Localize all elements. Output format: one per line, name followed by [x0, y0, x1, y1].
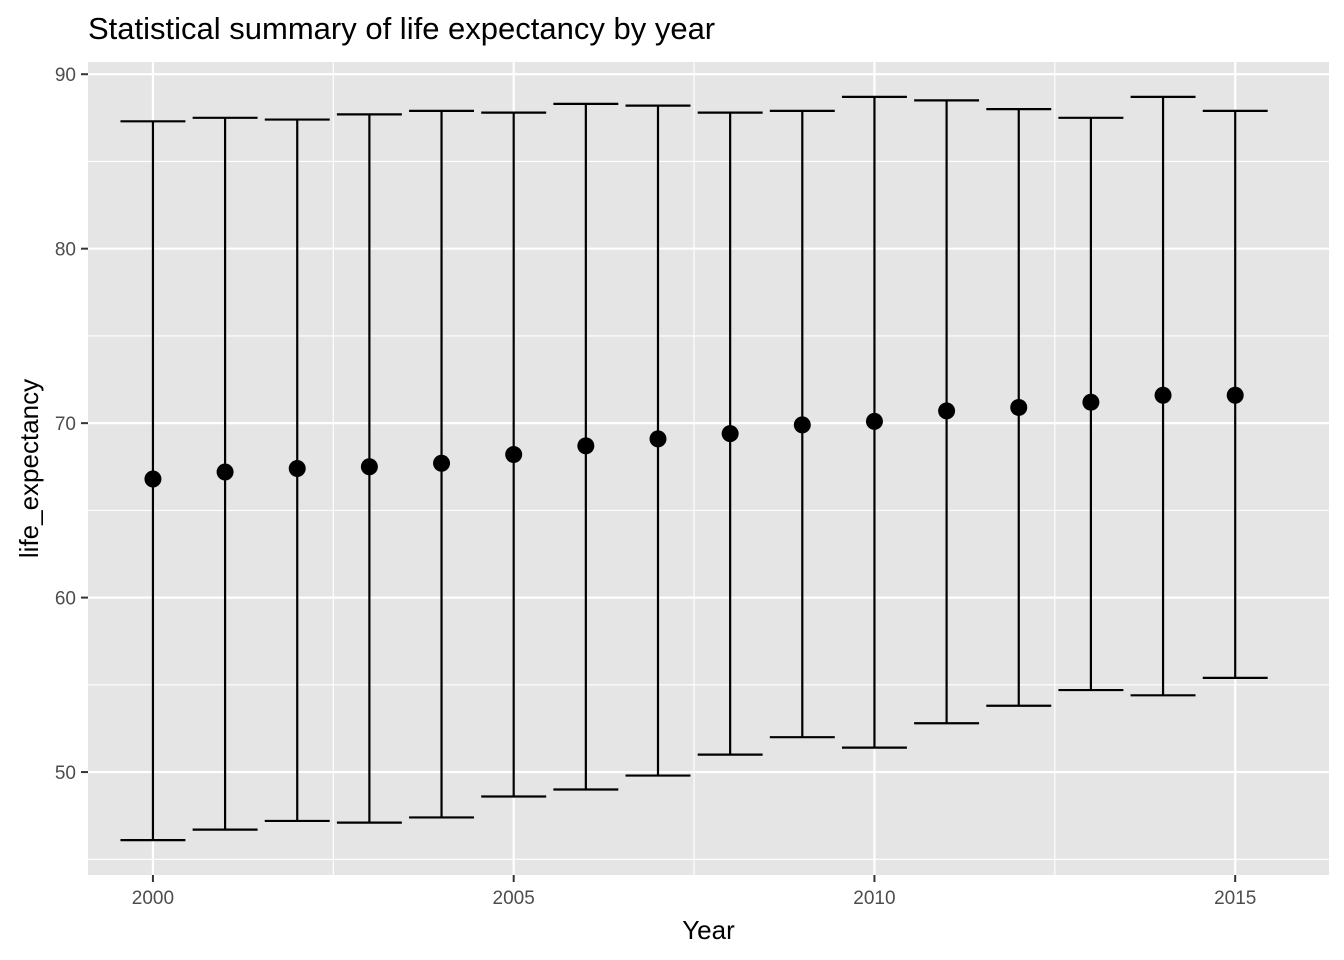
- y-tick-label: 60: [55, 589, 76, 610]
- mean-point: [577, 437, 595, 455]
- mean-point: [938, 402, 956, 420]
- mean-point: [288, 460, 306, 477]
- mean-point: [360, 458, 378, 476]
- mean-point: [649, 430, 667, 448]
- y-axis: 50 60 70 80 90: [55, 65, 88, 784]
- x-axis: 2000 2005 2010 2015: [132, 875, 1256, 909]
- mean-points: [144, 386, 1244, 488]
- grid-minor: [88, 62, 1329, 875]
- chart-title: Statistical summary of life expectancy b…: [88, 11, 715, 46]
- mean-point: [1154, 386, 1172, 404]
- mean-point: [721, 425, 739, 443]
- y-tick-label: 70: [55, 414, 76, 435]
- mean-point: [1226, 386, 1244, 404]
- mean-point: [216, 463, 234, 481]
- mean-point: [1010, 398, 1028, 416]
- x-tick-label: 2015: [1214, 888, 1256, 909]
- x-tick-label: 2005: [493, 888, 535, 909]
- x-tick-label: 2010: [853, 888, 895, 909]
- y-tick-label: 80: [55, 240, 76, 261]
- x-tick-label: 2000: [132, 888, 174, 909]
- x-axis-title: Year: [682, 915, 735, 945]
- plot-panel: [88, 62, 1329, 875]
- mean-point: [793, 416, 811, 434]
- y-tick-label: 90: [55, 65, 76, 86]
- mean-point: [505, 446, 523, 464]
- y-tick-label: 50: [55, 763, 76, 784]
- mean-point: [433, 454, 451, 472]
- mean-point: [1082, 393, 1100, 411]
- mean-point: [865, 412, 883, 430]
- y-axis-title: life_expectancy: [14, 379, 44, 558]
- mean-point: [144, 470, 162, 488]
